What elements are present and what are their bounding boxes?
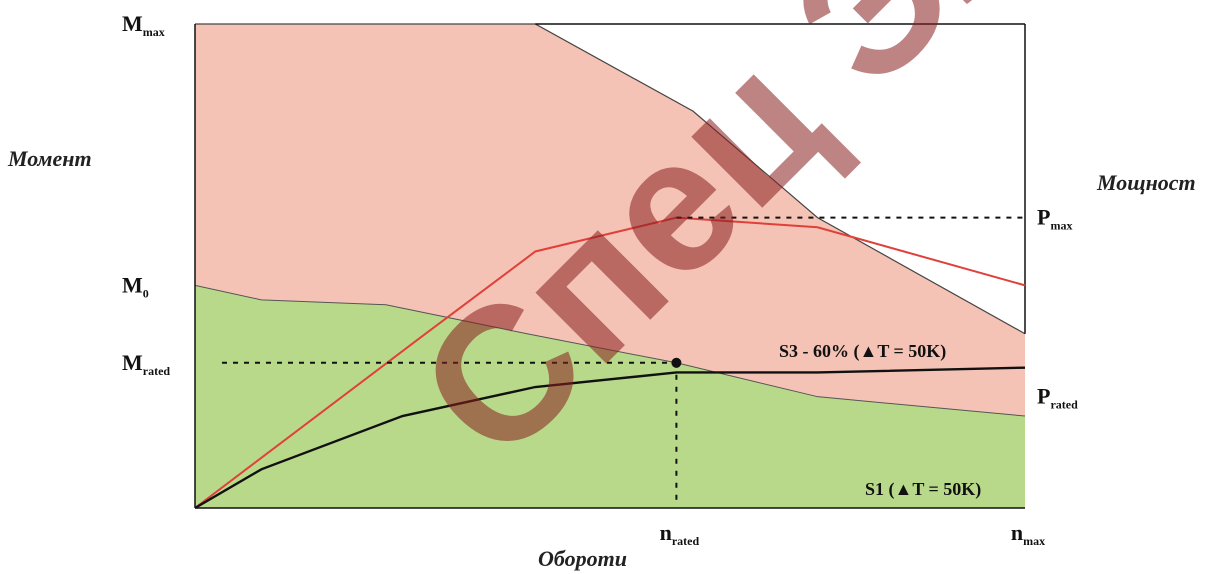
y-left-tick-rated: Mrated (122, 350, 170, 378)
series-s1-outline (194, 284, 1026, 417)
series-s1-power-line (194, 366, 1026, 510)
y-right-tick-max: Pmax (1037, 205, 1072, 233)
series-s1-area (195, 285, 1025, 508)
series-s3-power-line (194, 216, 1026, 509)
s3-annotation: S3 - 60% (▲T = 50K) (779, 341, 946, 362)
series-s3-outline (195, 23, 1026, 335)
x-tick-max: nmax (1011, 520, 1045, 548)
s1-annotation: S1 (▲T = 50K) (865, 479, 981, 500)
y-left-tick-max: Mmax (122, 11, 165, 39)
plot-area (194, 23, 1026, 510)
y-left-title: Момент (7, 146, 92, 171)
x-tick-rated: nrated (660, 520, 700, 548)
y-right-title: Мощност (1096, 170, 1196, 195)
rated-point-marker (671, 357, 682, 368)
y-left-tick-0: M0 (122, 272, 149, 300)
y-right-tick-rated: Prated (1037, 384, 1078, 412)
x-axis-title: Обороти (538, 546, 627, 571)
